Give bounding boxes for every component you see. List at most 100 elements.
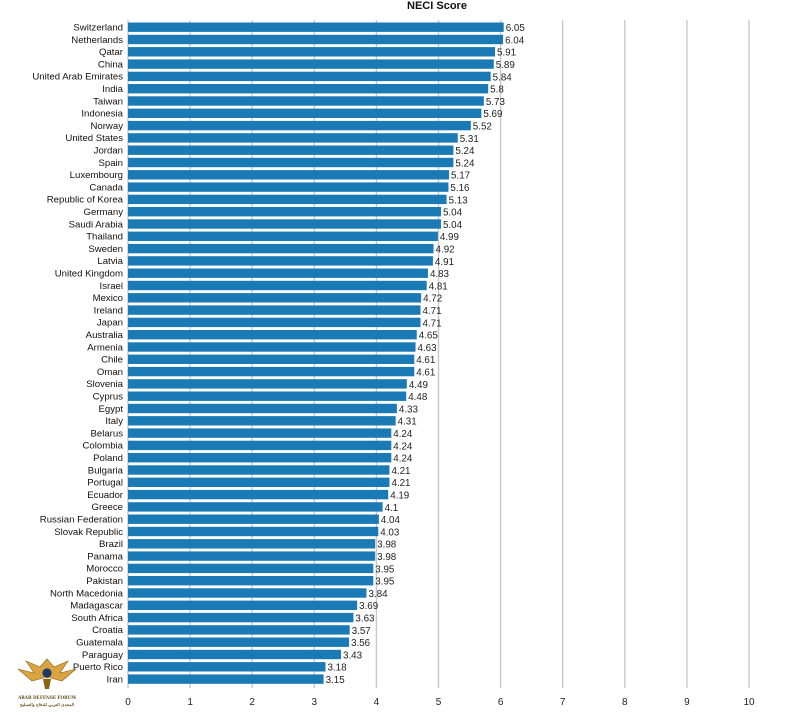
value-label: 5.91 xyxy=(497,48,516,59)
category-label: Chile xyxy=(101,355,123,366)
bar xyxy=(128,551,376,561)
category-label: Russian Federation xyxy=(40,515,123,526)
category-label: Slovak Republic xyxy=(54,527,123,538)
category-label: United States xyxy=(65,133,123,144)
x-tick-label: 6 xyxy=(498,697,504,708)
category-label: Canada xyxy=(89,182,123,193)
value-label: 3.63 xyxy=(355,614,375,625)
value-label: 5.84 xyxy=(493,72,513,83)
x-tick-label: 1 xyxy=(187,697,193,708)
value-label: 4.72 xyxy=(423,294,442,305)
value-labels: 6.056.045.915.895.845.85.735.695.525.315… xyxy=(326,23,526,686)
bar xyxy=(128,416,396,426)
value-label: 5.04 xyxy=(443,220,463,231)
bar xyxy=(128,600,358,610)
bar xyxy=(128,588,367,598)
value-label: 3.84 xyxy=(368,589,388,600)
bar xyxy=(128,219,441,229)
category-label: Cyprus xyxy=(93,392,124,403)
category-label: Thailand xyxy=(86,232,123,243)
x-tick-label: 7 xyxy=(560,697,566,708)
value-label: 5.8 xyxy=(490,85,504,96)
category-label: Netherlands xyxy=(71,35,123,46)
bar xyxy=(128,120,471,131)
bar xyxy=(128,440,392,451)
value-label: 5.24 xyxy=(455,146,475,157)
value-label: 3.95 xyxy=(375,564,395,575)
value-label: 4.71 xyxy=(422,306,441,317)
x-tick-label: 10 xyxy=(743,697,755,708)
category-label: Qatar xyxy=(99,47,124,58)
category-label: Israel xyxy=(100,281,123,292)
gridlines xyxy=(127,20,750,688)
x-tick-label: 8 xyxy=(622,697,628,708)
value-label: 4.61 xyxy=(416,368,435,379)
bar xyxy=(128,170,450,180)
value-label: 6.04 xyxy=(505,35,525,46)
value-label: 5.04 xyxy=(443,208,463,219)
bar xyxy=(128,317,421,328)
value-label: 5.16 xyxy=(450,183,470,194)
category-label: Spain xyxy=(98,158,123,169)
value-label: 5.24 xyxy=(455,158,475,169)
category-label: Belarus xyxy=(90,428,123,439)
bar xyxy=(128,403,397,414)
bar xyxy=(128,576,374,586)
bar xyxy=(128,662,326,672)
value-label: 3.57 xyxy=(352,626,371,637)
bar xyxy=(128,379,407,389)
value-label: 5.31 xyxy=(460,134,479,145)
category-label: Saudi Arabia xyxy=(69,219,124,230)
bar xyxy=(128,330,417,340)
bar xyxy=(128,293,422,303)
bar xyxy=(128,625,350,635)
bar xyxy=(128,108,482,118)
value-label: 4.91 xyxy=(435,257,454,268)
category-label: Slovenia xyxy=(86,379,123,390)
bar xyxy=(128,563,374,574)
bar xyxy=(128,96,484,106)
category-label: Australia xyxy=(86,330,124,341)
value-label: 4.31 xyxy=(398,417,417,428)
watermark-line2: المنتدى العربي للدفاع والتسليح xyxy=(20,702,74,708)
value-label: 3.18 xyxy=(327,663,347,674)
value-label: 4.71 xyxy=(422,318,441,329)
bar xyxy=(128,47,496,57)
category-label: Greece xyxy=(92,502,123,513)
bar xyxy=(128,612,354,623)
value-label: 5.73 xyxy=(486,97,506,108)
category-label: Luxembourg xyxy=(70,170,123,181)
watermark-line1: ARAB DEFENSE FORUM xyxy=(17,695,76,700)
bar xyxy=(128,354,415,364)
category-label: Poland xyxy=(93,453,123,464)
category-label: Brazil xyxy=(99,539,123,550)
category-label: United Kingdom xyxy=(55,269,123,280)
x-tick-label: 9 xyxy=(684,697,690,708)
category-label: Colombia xyxy=(82,441,123,452)
value-label: 4.21 xyxy=(391,478,410,489)
category-label: India xyxy=(102,84,123,95)
bar xyxy=(128,637,350,647)
bar xyxy=(128,145,454,155)
category-label: Japan xyxy=(97,318,123,329)
bar xyxy=(128,207,441,217)
bar xyxy=(128,194,447,205)
bar xyxy=(128,22,504,32)
x-tick-label: 4 xyxy=(374,697,380,708)
chart-title: NECI Score xyxy=(407,0,467,12)
bar xyxy=(128,59,494,69)
value-label: 4.49 xyxy=(409,380,428,391)
category-label: Latvia xyxy=(97,256,123,267)
value-label: 3.56 xyxy=(351,638,371,649)
value-label: 4.03 xyxy=(380,527,400,538)
value-label: 6.05 xyxy=(506,23,526,34)
category-label: Indonesia xyxy=(81,109,123,120)
bar xyxy=(128,514,379,524)
value-label: 3.43 xyxy=(343,650,363,661)
category-label: Iran xyxy=(106,674,123,685)
bar xyxy=(128,305,421,315)
value-label: 4.63 xyxy=(418,343,438,354)
bar xyxy=(128,268,428,278)
bar xyxy=(128,502,383,512)
value-label: 4.24 xyxy=(393,429,413,440)
